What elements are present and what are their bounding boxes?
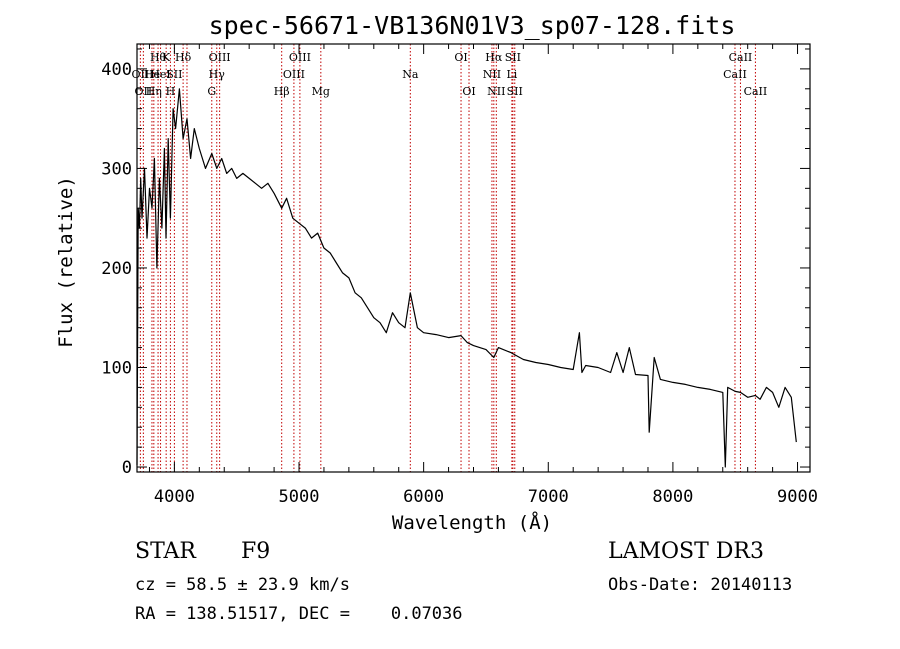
x-tick-label-6000: 6000 [403, 487, 444, 507]
spectral-line-label-1: OII [134, 85, 152, 98]
y-axis-label: Flux (relative) [55, 176, 77, 348]
spectral-line-label-11: G [207, 85, 216, 98]
x-tick-label-5000: 5000 [279, 487, 320, 507]
spectral-line-label-13: OIII [209, 51, 231, 64]
spectral-line-label-0: OII [132, 68, 150, 81]
x-tick-label-4000: 4000 [154, 487, 195, 507]
spectral-line-label-7: H [166, 85, 176, 98]
spectral-line-label-22: Hα [485, 51, 503, 64]
survey-name: LAMOST DR3 [608, 539, 764, 564]
y-tick-label-400: 400 [101, 60, 132, 80]
spectral-line-label-5: HeI [150, 68, 170, 81]
spectral-line-label-16: OIII [289, 51, 311, 64]
spectral-line-label-19: OI [454, 51, 467, 64]
redshift-text: cz = 58.5 ± 23.9 km/s [135, 575, 350, 595]
spectral-line-label-27: CaII [723, 68, 747, 81]
spectral-line-label-21: NII [483, 68, 501, 81]
spectral-line-label-6: K [162, 51, 171, 64]
spectral-line-label-8: SII [166, 68, 182, 81]
y-tick-label-300: 300 [101, 159, 132, 179]
spectral-line-label-24: Li [506, 68, 517, 81]
observation-date: Obs-Date: 20140113 [608, 575, 793, 595]
x-tick-label-7000: 7000 [528, 487, 569, 507]
spectral-line-label-28: CaII [729, 51, 753, 64]
spectral-line-label-12: Hγ [209, 68, 226, 81]
x-tick-label-8000: 8000 [652, 487, 693, 507]
x-axis-label: Wavelength (Å) [392, 511, 552, 534]
spectral-line-label-25: SII [505, 51, 521, 64]
spectral-line-labels: OIIOIIHeHηHθHeIKHSIIHδGHγOIIIHβOIIIOIIIM… [132, 51, 768, 98]
object-class: STAR [135, 539, 196, 564]
spectral-line-markers [139, 44, 756, 472]
object-subclass: F9 [241, 539, 271, 564]
y-tick-label-0: 0 [122, 458, 132, 478]
spectral-line-label-15: OIII [283, 68, 305, 81]
spectral-line-label-3: Hη [146, 85, 162, 98]
x-axis: 4000 5000 6000 7000 8000 9000 [148, 44, 818, 507]
chart-title: spec-56671-VB136N01V3_sp07-128.fits [209, 11, 736, 40]
spectral-line-label-29: CaII [744, 85, 768, 98]
y-tick-label-100: 100 [101, 358, 132, 378]
spectral-line-label-14: Hβ [274, 85, 290, 98]
spectral-line-label-18: Na [402, 68, 419, 81]
spectral-line-label-17: Mg [312, 85, 330, 98]
spectral-line-label-2: He [144, 68, 160, 81]
x-tick-label-9000: 9000 [777, 487, 818, 507]
spectral-line-label-9: Hδ [175, 51, 192, 64]
spectral-line-label-20: OI [462, 85, 475, 98]
flux-spectrum-line [136, 88, 797, 468]
y-axis: 0 100 200 300 400 [101, 48, 810, 478]
plot-frame [136, 43, 811, 473]
spectral-line-label-4: Hθ [150, 51, 167, 64]
spectral-line-label-23: NII [487, 85, 505, 98]
spectral-line-label-26: SII [507, 85, 523, 98]
coordinates-text: RA = 138.51517, DEC = 0.07036 [135, 604, 463, 624]
y-tick-label-200: 200 [101, 259, 132, 279]
